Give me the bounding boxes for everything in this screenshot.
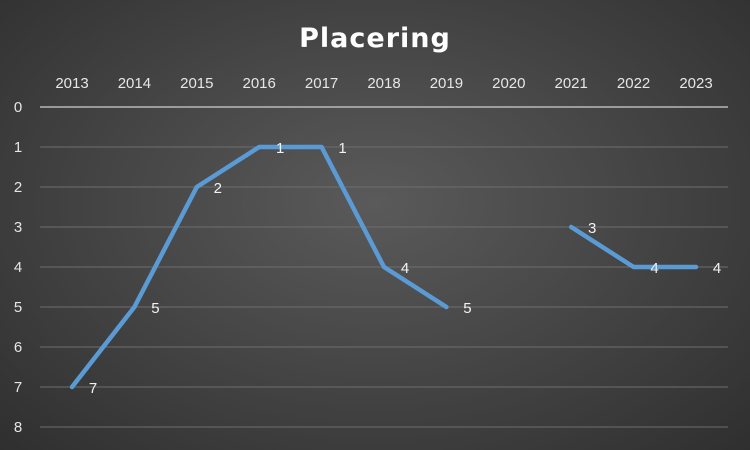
series-0-segment-1 [568, 224, 699, 270]
x-tick-label-2019: 2019 [430, 75, 463, 92]
x-tick-label-2021: 2021 [555, 75, 588, 92]
series-0-segment-0 [69, 144, 449, 390]
y-tick-label-3: 3 [14, 219, 22, 236]
x-tick-label-2013: 2013 [55, 75, 88, 92]
y-tick-label-5: 5 [14, 299, 22, 316]
data-label-2015: 2 [214, 180, 222, 197]
x-tick-label-2018: 2018 [367, 75, 400, 92]
y-axis-tick-labels: 0 1 2 3 4 5 6 7 8 [14, 99, 22, 436]
data-label-2019: 5 [463, 300, 471, 317]
x-tick-label-2014: 2014 [118, 75, 151, 92]
y-tick-label-6: 6 [14, 339, 22, 356]
data-label-2014: 5 [151, 300, 159, 317]
y-tick-label-1: 1 [14, 139, 22, 156]
x-axis-tick-labels: 2013 2014 2015 2016 2017 2018 2019 2020 2021 2022… [55, 75, 712, 92]
x-tick-label-2017: 2017 [305, 75, 338, 92]
data-label-2022: 4 [650, 260, 658, 277]
y-tick-label-4: 4 [14, 259, 22, 276]
data-label-2023: 4 [713, 260, 721, 277]
y-tick-label-7: 7 [14, 379, 22, 396]
y-tick-label-0: 0 [14, 99, 22, 116]
x-tick-label-2023: 2023 [679, 75, 712, 92]
data-label-2016: 1 [276, 140, 284, 157]
x-tick-label-2016: 2016 [243, 75, 276, 92]
data-label-2021: 3 [588, 220, 596, 237]
x-tick-label-2020: 2020 [492, 75, 525, 92]
data-labels: 7 5 2 1 1 4 5 3 4 4 [89, 140, 721, 397]
y-tick-label-8: 8 [14, 419, 22, 436]
data-label-2018: 4 [401, 260, 409, 277]
y-tick-label-2: 2 [14, 179, 22, 196]
data-label-2013: 7 [89, 380, 97, 397]
series-lines [69, 144, 699, 390]
x-tick-label-2022: 2022 [617, 75, 650, 92]
x-tick-label-2015: 2015 [180, 75, 213, 92]
data-label-2017: 1 [338, 140, 346, 157]
chart-title: Placering [299, 23, 451, 54]
